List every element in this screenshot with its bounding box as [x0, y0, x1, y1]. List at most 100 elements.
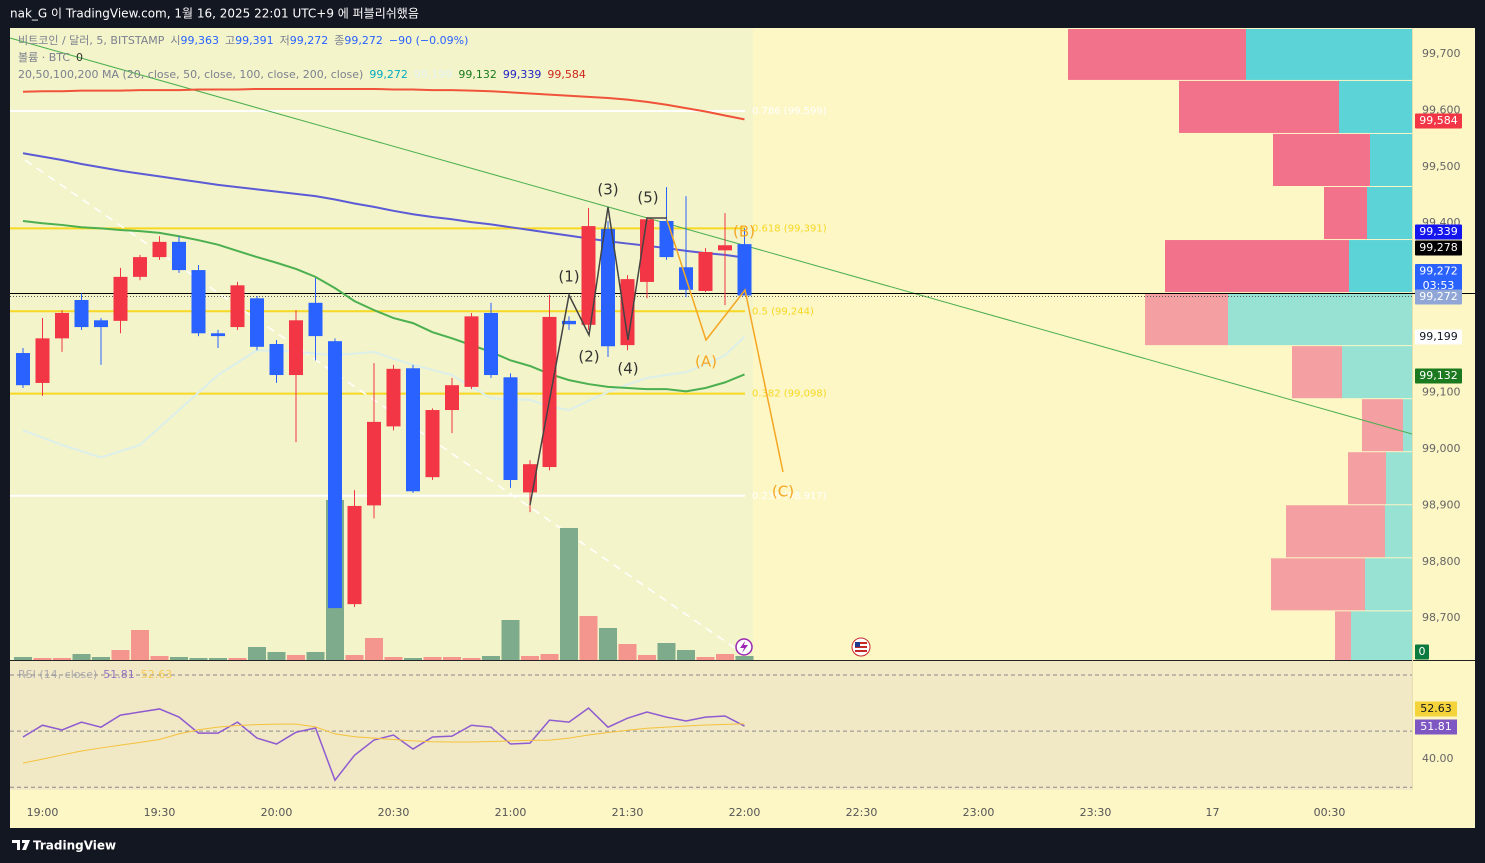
candle-body [347, 505, 362, 605]
volume-bar [111, 650, 130, 660]
profile-down [1351, 611, 1412, 660]
price-tag-text: 0 [1419, 645, 1426, 658]
legend-line: 비트코인 / 달러, 5, BITSTAMP 시99,363 고99,391 저99,… [18, 34, 468, 47]
price-tag [1415, 264, 1462, 294]
profile-down [1342, 346, 1412, 399]
candle-body [542, 316, 557, 468]
volume-bar [14, 657, 32, 660]
volume-bar [267, 652, 286, 660]
wave-label: (4) [617, 360, 638, 378]
overlay [735, 637, 871, 657]
volume-bar [209, 658, 227, 660]
candle-body [562, 320, 576, 325]
candle-body [737, 244, 752, 296]
flag-stripe [855, 648, 867, 650]
volume-bar [482, 656, 500, 660]
price-tag-text: 99,584 [1419, 114, 1458, 127]
y-tick-label: 99,500 [1422, 160, 1461, 173]
price-tag [1415, 289, 1462, 305]
y-tick-label: 98,800 [1422, 555, 1461, 568]
wave-label: (2) [578, 348, 599, 366]
wave-label: (1) [558, 268, 579, 286]
price-tag-text: 99,199 [1419, 330, 1458, 343]
candle-body [386, 368, 401, 427]
price-plot: 0.786 (99,599) 0.618 (99,391) 0.5 (99,244)… [9, 29, 1475, 660]
x-tick-label: 23:00 [963, 806, 995, 819]
candle-body [445, 385, 459, 411]
candle-body [172, 241, 186, 271]
volume-bar [716, 654, 734, 660]
logo-mark [12, 840, 30, 850]
flag-canton [855, 642, 860, 647]
volume-bar [92, 657, 110, 660]
candle-body [230, 285, 245, 328]
volume-bar [696, 657, 715, 660]
candle-body [484, 312, 498, 376]
rsi-tag-text: 51.81 [1420, 720, 1452, 733]
fib-label: 0.618 (99,391) [752, 223, 827, 234]
candle-body [94, 320, 108, 328]
profile-up [1348, 452, 1386, 505]
volume-bar [287, 655, 305, 660]
y-tick-label: 98,900 [1422, 498, 1461, 511]
volume-bar [72, 654, 91, 660]
price-tag [1415, 240, 1462, 256]
candle-body [289, 320, 303, 376]
y-tick-label: 99,700 [1422, 47, 1461, 60]
volume-bar [404, 658, 422, 660]
logo-text: TradingView [33, 839, 116, 853]
volume-bar [462, 658, 481, 660]
profile-down [1367, 187, 1412, 240]
profile-down [1385, 505, 1412, 558]
price-tag-text: 99,278 [1419, 241, 1458, 254]
volume-bar [443, 657, 461, 660]
volume-bar [579, 616, 598, 660]
volume-bar [540, 654, 559, 660]
trend-line [9, 37, 1413, 435]
rsi-legend-label: RSI (14, close) [18, 668, 97, 681]
x-tick-label: 22:30 [846, 806, 878, 819]
candle-body [640, 219, 654, 282]
price-tag-text: 99,132 [1419, 369, 1458, 382]
candle-body [55, 312, 69, 339]
price-tag [1415, 329, 1462, 345]
candle-body [269, 344, 284, 376]
candle-body [152, 241, 167, 258]
volume-bar [33, 658, 52, 660]
candle-body [211, 333, 225, 337]
profile-up [1145, 293, 1228, 346]
session-highlight [10, 28, 753, 660]
x-tick-label: 19:30 [144, 806, 176, 819]
header-text: nak_G 이 TradingView.com, 1월 16, 2025 22:… [10, 7, 419, 21]
wave-label: (C) [772, 483, 794, 501]
volume-bar [638, 655, 656, 660]
candle-body [659, 220, 674, 258]
candle-body [74, 299, 89, 328]
profile-down [1365, 558, 1412, 611]
x-tick-label: 17 [1206, 806, 1220, 819]
profile-up [1324, 187, 1367, 240]
wave-correction [666, 219, 784, 473]
legend-line: 20,50,100,200 MA (20, close, 50, close, … [18, 68, 586, 81]
legend-ma-value: 99,584 [547, 68, 586, 81]
wave-label: (A) [695, 353, 717, 371]
wave-label: (5) [637, 189, 658, 207]
candle-body [464, 316, 479, 387]
x-tick-label: 20:30 [378, 806, 410, 819]
profile-up [1165, 240, 1349, 293]
rsi-tag [1415, 719, 1457, 735]
candle-body [406, 368, 420, 492]
legend-ma-value: 99,132 [458, 68, 497, 81]
x-tick-label: 20:00 [261, 806, 293, 819]
legend-value: 99,272 [290, 34, 329, 47]
rsi-legend-value: 52.63 [141, 668, 173, 681]
price-tag-text: 99,272 [1419, 290, 1458, 303]
lightning [740, 641, 748, 653]
legend-key: 시 [170, 34, 180, 47]
candle-body [113, 276, 128, 321]
legend-key: 고 [225, 34, 235, 47]
candle-body [503, 377, 518, 480]
x-tick-label: 23:30 [1080, 806, 1112, 819]
